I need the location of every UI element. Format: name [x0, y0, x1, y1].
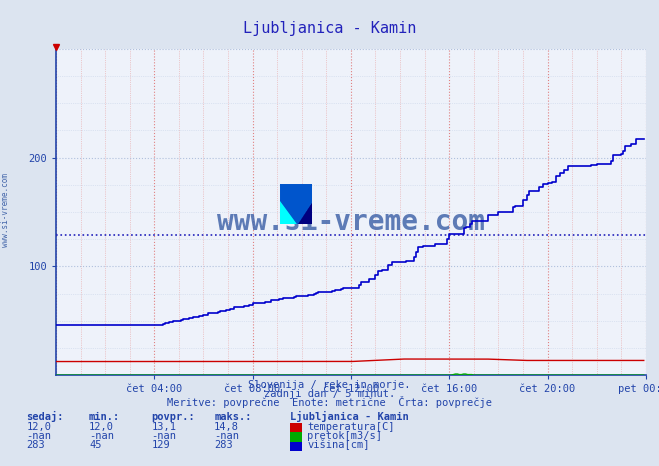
Text: 14,8: 14,8 — [214, 422, 239, 432]
Text: www.si-vreme.com: www.si-vreme.com — [1, 173, 10, 247]
Text: min.:: min.: — [89, 412, 120, 422]
Text: -nan: -nan — [26, 431, 51, 441]
Polygon shape — [280, 184, 312, 224]
Text: 45: 45 — [89, 440, 101, 450]
Text: maks.:: maks.: — [214, 412, 252, 422]
Text: pretok[m3/s]: pretok[m3/s] — [307, 431, 382, 441]
Text: 12,0: 12,0 — [89, 422, 114, 432]
Text: 129: 129 — [152, 440, 170, 450]
Text: sedaj:: sedaj: — [26, 411, 64, 422]
Text: 12,0: 12,0 — [26, 422, 51, 432]
Text: Slovenija / reke in morje.: Slovenija / reke in morje. — [248, 380, 411, 390]
Polygon shape — [297, 202, 312, 224]
Text: višina[cm]: višina[cm] — [307, 440, 370, 450]
Text: Meritve: povprečne  Enote: metrične  Črta: povprečje: Meritve: povprečne Enote: metrične Črta:… — [167, 397, 492, 408]
Text: -nan: -nan — [89, 431, 114, 441]
Text: www.si-vreme.com: www.si-vreme.com — [217, 208, 485, 236]
Text: -nan: -nan — [214, 431, 239, 441]
Text: zadnji dan / 5 minut.: zadnji dan / 5 minut. — [264, 389, 395, 399]
Text: 283: 283 — [214, 440, 233, 450]
Text: Ljubljanica - Kamin: Ljubljanica - Kamin — [290, 411, 409, 422]
Text: Ljubljanica - Kamin: Ljubljanica - Kamin — [243, 21, 416, 36]
Text: povpr.:: povpr.: — [152, 412, 195, 422]
Text: temperatura[C]: temperatura[C] — [307, 422, 395, 432]
Text: 13,1: 13,1 — [152, 422, 177, 432]
Polygon shape — [280, 200, 297, 224]
Text: 283: 283 — [26, 440, 45, 450]
Text: -nan: -nan — [152, 431, 177, 441]
